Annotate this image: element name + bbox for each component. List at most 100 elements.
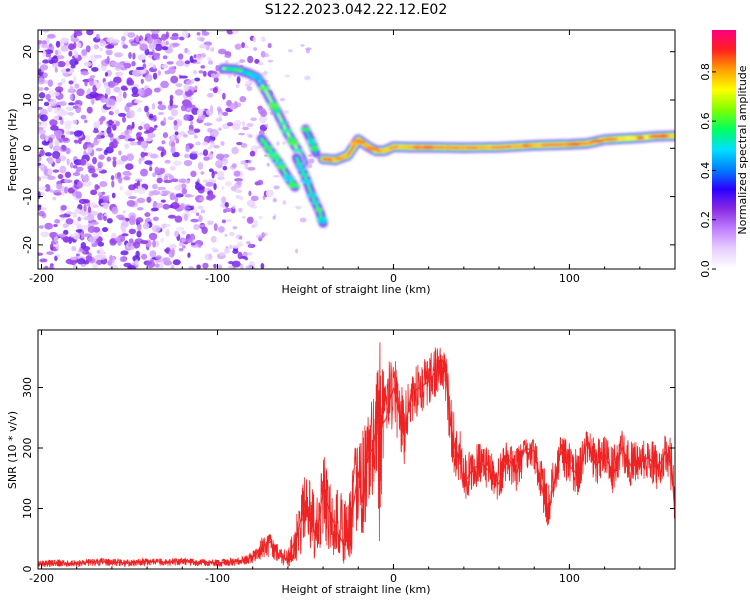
noise-speckle [59, 165, 67, 174]
noise-speckle [151, 102, 156, 110]
noise-speckle [113, 138, 117, 144]
noise-speckle [305, 48, 310, 54]
noise-speckle [57, 174, 64, 180]
noise-speckle [74, 208, 81, 214]
noise-speckle [71, 245, 77, 252]
snr-series-line [38, 342, 675, 568]
noise-speckle [238, 207, 243, 213]
noise-speckle [178, 247, 184, 252]
spectrogram-frame [37, 29, 676, 270]
noise-speckle [184, 153, 190, 159]
noise-speckle [266, 162, 270, 167]
noise-speckle [122, 116, 126, 123]
noise-speckle [136, 197, 146, 204]
noise-speckle [190, 242, 196, 246]
noise-speckle [199, 44, 208, 49]
colorbar-tick-label: 0.2 [699, 211, 712, 229]
noise-speckle [90, 210, 98, 216]
noise-speckle [38, 165, 44, 169]
noise-speckle [223, 55, 231, 58]
noise-speckle [101, 227, 108, 233]
noise-speckle [140, 121, 145, 126]
noise-speckle [162, 203, 170, 210]
noise-speckle [206, 193, 214, 201]
noise-speckle [40, 231, 50, 238]
noise-speckle [165, 228, 170, 237]
noise-speckle [76, 42, 82, 49]
noise-speckle [112, 76, 122, 84]
noise-speckle [123, 262, 132, 268]
spectrogram-y-ticks: 20 10 0 -10 -20 [21, 45, 675, 254]
noise-speckle [175, 193, 184, 198]
noise-speckle [105, 49, 113, 56]
noise-speckle [155, 255, 162, 260]
noise-speckle [157, 104, 167, 111]
noise-speckle [144, 73, 153, 82]
noise-speckle [229, 231, 235, 237]
ridge-hotspot [292, 148, 304, 153]
noise-speckle [73, 75, 77, 83]
noise-speckle [181, 238, 186, 243]
noise-speckle [241, 216, 246, 219]
noise-speckle [259, 115, 267, 124]
noise-speckle [202, 149, 209, 157]
noise-speckle [114, 108, 120, 115]
ridge-hotspot [231, 67, 244, 72]
noise-speckle [60, 101, 67, 107]
noise-speckle [193, 128, 201, 133]
noise-speckle [180, 183, 187, 190]
noise-speckle [82, 225, 88, 230]
noise-speckle [202, 179, 209, 184]
noise-speckle [138, 125, 143, 131]
noise-speckle [87, 146, 93, 154]
noise-speckle [283, 110, 289, 115]
noise-speckle [239, 96, 247, 103]
noise-speckle [162, 257, 171, 263]
noise-speckle [257, 179, 264, 186]
noise-speckle [264, 123, 269, 128]
noise-speckle [74, 83, 80, 89]
noise-speckle [63, 235, 70, 243]
noise-speckle [200, 171, 205, 175]
noise-speckle [125, 217, 130, 222]
noise-speckle [194, 61, 201, 65]
noise-speckle [101, 191, 106, 195]
noise-speckle [197, 161, 204, 170]
noise-speckle [156, 177, 163, 184]
noise-speckle [183, 114, 191, 121]
noise-speckle [128, 238, 134, 244]
noise-speckle [211, 247, 217, 250]
noise-speckle [169, 165, 176, 171]
noise-speckle [60, 78, 66, 84]
noise-speckle [39, 148, 45, 157]
noise-speckle [62, 137, 69, 142]
ridge-hotspot [274, 110, 281, 114]
noise-speckle [198, 70, 204, 74]
ridge-hotspot [262, 145, 274, 150]
noise-speckle [247, 159, 252, 164]
noise-speckle [98, 131, 104, 136]
noise-speckle [172, 259, 181, 266]
noise-speckle [267, 43, 272, 49]
ridge-hotspot [257, 86, 271, 91]
noise-speckle [186, 107, 191, 111]
noise-speckle [49, 231, 57, 238]
noise-layer [38, 30, 316, 269]
colorbar-tick-label: 0.4 [699, 162, 712, 180]
noise-speckle [127, 32, 136, 38]
noise-speckle [263, 52, 270, 58]
noise-speckle [38, 225, 44, 229]
noise-speckle [187, 129, 195, 135]
noise-speckle [130, 42, 138, 47]
noise-speckle [256, 145, 262, 149]
noise-speckle [247, 166, 256, 171]
y-tick-label: 20 [21, 45, 34, 59]
noise-speckle [179, 36, 185, 41]
ridge-layer [217, 63, 675, 229]
noise-speckle [111, 206, 119, 215]
noise-speckle [54, 255, 58, 262]
ridge-hotspot [225, 67, 233, 71]
noise-speckle [159, 167, 166, 174]
noise-speckle [119, 185, 124, 191]
noise-speckle [213, 183, 217, 190]
